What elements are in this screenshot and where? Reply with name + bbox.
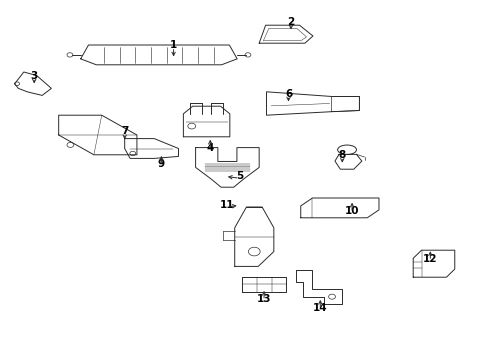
Text: 5: 5 bbox=[236, 171, 243, 181]
Text: 9: 9 bbox=[158, 159, 164, 169]
Text: 13: 13 bbox=[256, 294, 271, 304]
Text: 4: 4 bbox=[206, 143, 214, 153]
Text: 6: 6 bbox=[285, 89, 291, 99]
Text: 1: 1 bbox=[170, 40, 177, 50]
Text: 10: 10 bbox=[344, 206, 359, 216]
Text: 7: 7 bbox=[121, 126, 128, 136]
Text: 3: 3 bbox=[31, 71, 38, 81]
Text: 11: 11 bbox=[220, 200, 234, 210]
Text: 12: 12 bbox=[422, 254, 437, 264]
Text: 14: 14 bbox=[312, 303, 327, 313]
Text: 8: 8 bbox=[338, 150, 345, 160]
Text: 2: 2 bbox=[287, 17, 294, 27]
